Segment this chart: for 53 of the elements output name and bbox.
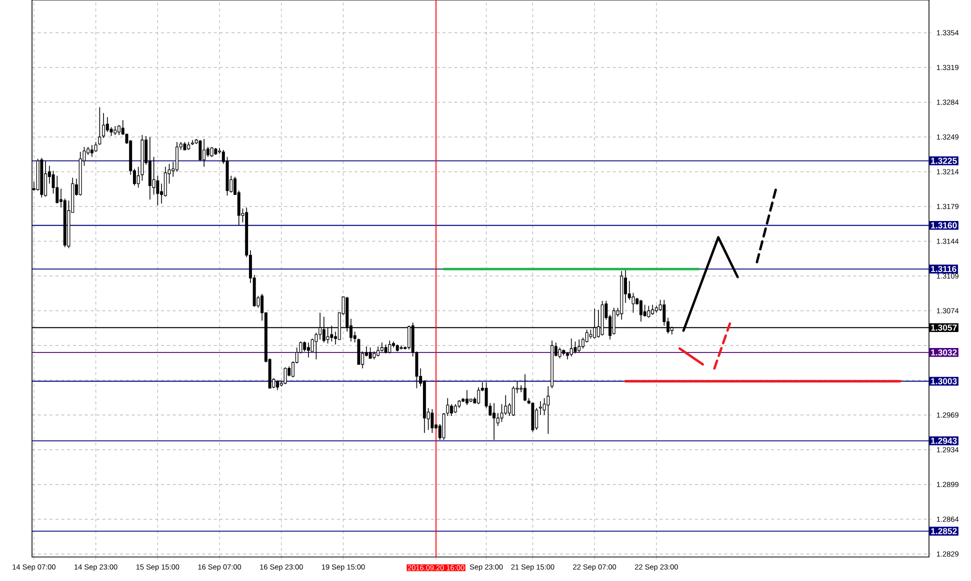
candlestick	[578, 339, 581, 353]
candlestick	[450, 404, 454, 416]
candlestick	[628, 280, 631, 300]
candlestick	[152, 156, 156, 195]
candlestick	[504, 394, 508, 416]
candlestick	[574, 341, 577, 354]
candlestick	[465, 390, 468, 406]
candlestick	[303, 341, 306, 352]
candlestick	[546, 386, 550, 434]
candlestick	[98, 106, 102, 146]
candlestick	[368, 347, 372, 359]
candlestick	[647, 305, 650, 318]
ref-line-label: 1.3160	[931, 222, 957, 228]
ref-line-label: 1.3003	[931, 378, 957, 384]
ref-line-label: 1.2943	[931, 438, 957, 444]
candlestick	[651, 304, 654, 316]
candlestick	[206, 146, 210, 158]
ref-line-label: 1.3225	[931, 158, 957, 164]
candlestick	[558, 347, 562, 359]
candlestick	[538, 400, 542, 416]
candlestick	[477, 386, 480, 404]
candlestick	[542, 398, 546, 416]
candlestick	[643, 304, 646, 318]
candlestick	[210, 146, 214, 158]
candlestick	[176, 142, 178, 172]
candlestick	[639, 299, 642, 322]
candlestick	[90, 144, 94, 158]
candlestick	[376, 346, 380, 357]
candlestick	[523, 374, 526, 402]
candlestick	[202, 138, 206, 168]
candlestick	[306, 342, 310, 358]
candlestick	[156, 175, 160, 206]
ref-line-label: 1.3032	[931, 349, 957, 356]
candlestick	[496, 412, 500, 426]
candlestick	[164, 166, 167, 197]
candlestick	[118, 124, 120, 136]
candlestick	[44, 160, 48, 197]
candlestick	[56, 175, 59, 204]
candlestick	[136, 166, 140, 188]
candlestick	[102, 112, 106, 138]
candlestick	[198, 140, 202, 162]
ref-line-label: 1.3057	[931, 324, 957, 331]
candlestick	[284, 366, 287, 385]
candlestick	[492, 402, 496, 440]
candlestick	[430, 408, 434, 434]
ref-line-label: 1.2852	[931, 528, 957, 534]
candlestick	[276, 380, 280, 391]
candlestick	[310, 338, 314, 352]
candlestick	[570, 338, 573, 357]
candlestick	[106, 116, 109, 132]
candlestick	[94, 142, 98, 152]
candlestick	[388, 340, 392, 354]
ref-line-label: 1.3116	[931, 266, 956, 272]
